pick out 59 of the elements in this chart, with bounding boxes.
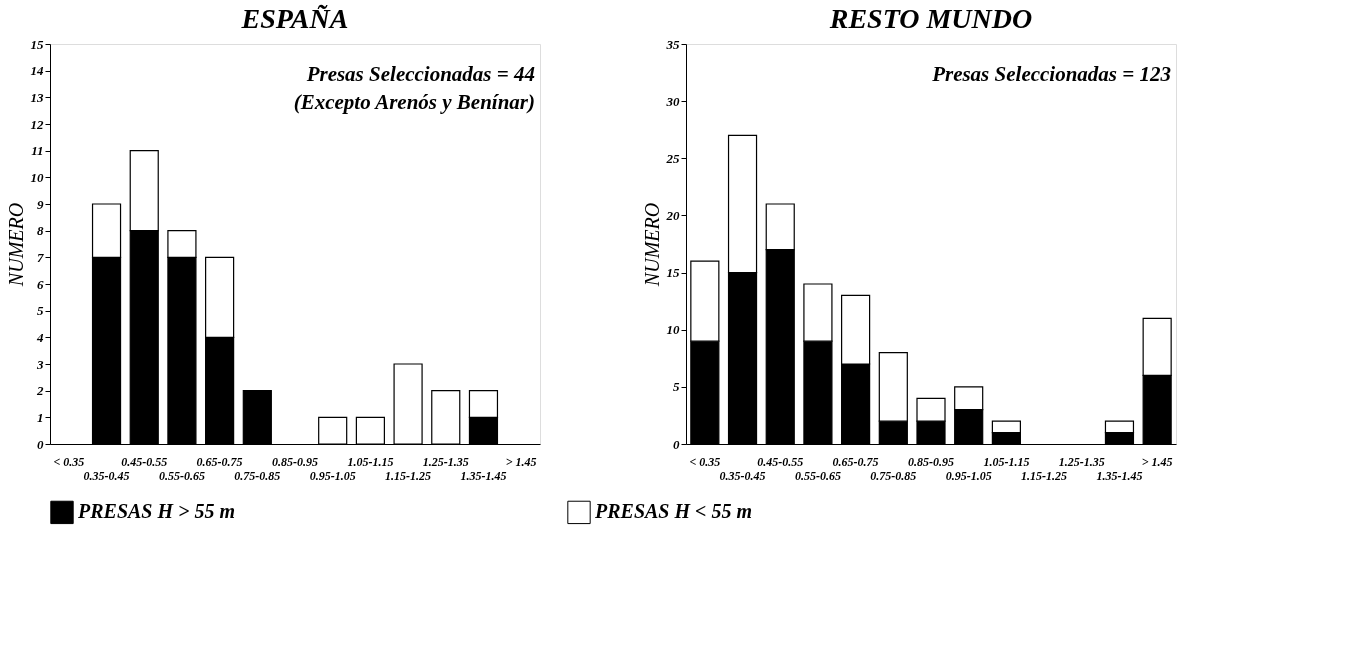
chart-title: ESPAÑA [240,3,349,34]
annotation: Presas Seleccionadas = 44 [305,62,535,86]
y-tick-label: 5 [37,303,44,319]
x-tick-label: 0.55-0.65 [158,468,205,483]
y-tick-label: 12 [30,116,44,132]
y-tick-label: 10 [30,169,44,185]
y-tick-label: 3 [36,356,44,372]
y-tick-label: 15 [666,265,680,281]
x-tick-label: 0.75-0.85 [870,468,917,483]
y-tick-label: 5 [673,379,680,395]
y-tick-label: 15 [30,36,44,52]
y-tick-label: 0 [673,436,680,452]
y-tick-label: 25 [665,150,680,166]
y-tick-label: 7 [37,249,44,265]
y-axis-title: NUMERO [4,202,27,288]
x-tick-label: 0.85-0.95 [272,454,318,469]
y-tick-label: 1 [37,409,44,425]
x-tick-label: 1.05-1.15 [347,454,394,469]
x-tick-label: 1.35-1.45 [1096,468,1143,483]
annotation: Presas Seleccionadas = 123 [931,62,1171,86]
x-tick-label: 0.45-0.55 [757,454,804,469]
y-tick-label: 0 [37,436,44,452]
legend-label: PRESAS H < 55 m [594,500,752,523]
y-tick-label: 30 [665,93,680,109]
x-tick-label: 0.65-0.75 [832,454,879,469]
y-tick-label: 10 [666,322,680,338]
y-tick-label: 2 [36,383,44,399]
x-tick-label: 1.35-1.45 [460,468,507,483]
x-tick-label: 0.65-0.75 [196,454,243,469]
x-tick-label: 0.45-0.55 [121,454,168,469]
x-tick-label: < 0.35 [689,454,721,469]
x-tick-label: 0.75-0.85 [234,468,281,483]
x-tick-label: 1.15-1.25 [1021,468,1068,483]
y-tick-label: 6 [37,276,44,292]
x-tick-label: 1.25-1.35 [422,454,469,469]
y-tick-label: 13 [30,89,44,105]
y-tick-label: 20 [665,207,680,223]
annotation: (Excepto Arenós y Benínar) [293,90,535,114]
legend-label: PRESAS H > 55 m [77,500,235,523]
x-tick-label: 0.35-0.45 [83,468,130,483]
x-tick-label: 1.15-1.25 [385,468,432,483]
x-tick-label: < 0.35 [53,454,85,469]
y-tick-label: 11 [31,143,44,159]
x-tick-label: > 1.45 [505,454,537,469]
chart-title: RESTO MUNDO [828,3,1033,34]
y-tick-label: 9 [37,196,44,212]
x-tick-label: > 1.45 [1141,454,1173,469]
x-tick-label: 1.25-1.35 [1058,454,1105,469]
y-tick-label: 8 [37,223,44,239]
y-axis-title: NUMERO [640,202,663,288]
x-tick-label: 0.95-1.05 [309,468,356,483]
x-tick-label: 0.85-0.95 [908,454,954,469]
y-tick-label: 35 [665,36,680,52]
x-tick-label: 0.35-0.45 [719,468,766,483]
x-tick-label: 0.95-1.05 [945,468,992,483]
x-tick-label: 1.05-1.15 [983,454,1030,469]
y-tick-label: 14 [30,63,44,79]
x-tick-label: 0.55-0.65 [794,468,841,483]
y-tick-label: 4 [36,329,44,345]
